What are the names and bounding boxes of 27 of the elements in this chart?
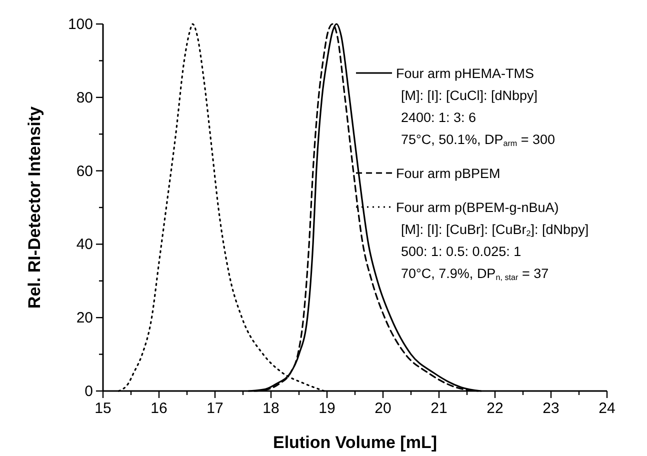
legend-label: Four arm pBPEM	[396, 166, 500, 181]
x-tick-label: 24	[598, 400, 616, 417]
y-tick-label: 60	[76, 162, 93, 180]
annotation: [M]: [I]: [CuCl]: [dNbpy]	[401, 88, 538, 103]
y-tick-label: 40	[76, 236, 93, 254]
annotation: [M]: [I]: [CuBr]: [CuBr$_{2}$]: [dNbpy]	[401, 222, 589, 238]
x-tick-label: 20	[374, 400, 392, 417]
y-tick-label: 100	[68, 16, 93, 33]
annotation: 2400: 1: 3: 6	[401, 110, 476, 125]
x-tick-label: 19	[318, 400, 336, 417]
y-tick-label: 20	[76, 310, 93, 327]
y-tick-label: 0	[84, 383, 93, 400]
x-tick-label: 18	[262, 400, 280, 417]
annotation: 500: 1: 0.5: 0.025: 1	[401, 244, 522, 259]
legend-label: Four arm p(BPEM-g-nBuA)	[396, 200, 559, 215]
x-tick-label: 23	[542, 400, 560, 417]
y-axis-title: Rel. RI-Detector Intensity	[25, 106, 44, 309]
x-tick-label: 16	[150, 400, 168, 417]
x-tick-label: 17	[206, 400, 224, 417]
annotation: 75°C, 50.1%, DP$_{arm}$ = 300	[401, 132, 556, 148]
x-axis-title: Elution Volume [mL]	[272, 433, 438, 452]
x-tick-label: 22	[486, 400, 504, 417]
annotation: 70°C, 7.9%, DP$_{n, star}$ = 37	[401, 266, 549, 282]
legend-label: Four arm pHEMA-TMS	[396, 66, 534, 81]
x-tick-label: 15	[94, 400, 112, 417]
x-tick-label: 21	[430, 400, 448, 417]
y-tick-label: 80	[76, 89, 93, 106]
